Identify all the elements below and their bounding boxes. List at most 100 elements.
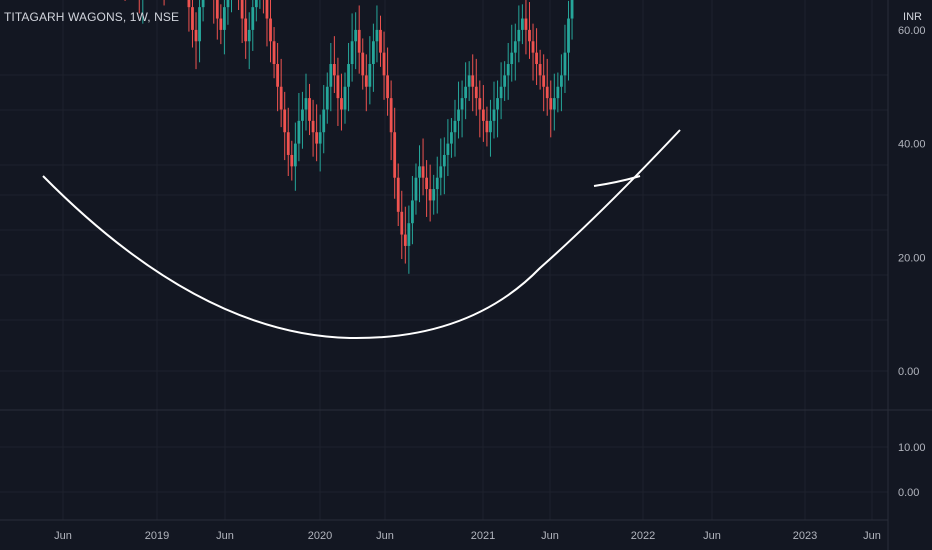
- x-tick-label: Jun: [541, 530, 559, 542]
- candlestick-series: [124, 0, 574, 274]
- candle-body: [340, 98, 343, 110]
- x-tick-label: 2021: [471, 530, 495, 542]
- candle-body: [446, 143, 450, 155]
- candle-body: [492, 109, 496, 121]
- candle-body: [254, 0, 258, 8]
- candle-body: [464, 86, 468, 99]
- currency-label[interactable]: INR: [903, 11, 922, 23]
- candle-body: [315, 132, 319, 144]
- y-tick-label: 40.00: [898, 139, 926, 151]
- candle-body: [194, 29, 198, 42]
- symbol-header[interactable]: TITAGARH WAGONS, 1W, NSE: [4, 10, 180, 24]
- candle-body: [517, 29, 521, 42]
- candle-body: [191, 7, 194, 30]
- candle-body: [240, 0, 244, 19]
- x-tick-label: 2023: [793, 530, 817, 542]
- candle-body: [301, 109, 304, 121]
- candle-body: [439, 166, 443, 178]
- candle-body: [467, 75, 471, 87]
- cup-curve: [42, 129, 681, 340]
- candle-body: [545, 86, 549, 99]
- candle-body: [542, 75, 546, 87]
- candle-body: [563, 52, 567, 76]
- y-tick-label: 20.00: [898, 252, 926, 264]
- candle-body: [499, 86, 503, 99]
- candle-body: [325, 86, 329, 110]
- candle-body: [489, 120, 492, 133]
- candle-body: [375, 29, 379, 42]
- candle-body: [297, 120, 301, 144]
- x-tick-label: Jun: [376, 530, 394, 542]
- x-tick-label: Jun: [703, 530, 721, 542]
- candle-body: [322, 109, 326, 133]
- handle-curve: [593, 175, 641, 187]
- x-tick-label: Jun: [863, 530, 881, 542]
- candle-body: [279, 86, 283, 110]
- candle-body: [471, 75, 475, 87]
- candle-body: [187, 0, 191, 8]
- candle-body: [421, 166, 425, 178]
- y-tick-label: 0.00: [898, 366, 919, 378]
- candle-body: [201, 0, 205, 8]
- candle-body: [251, 7, 255, 30]
- candle-body: [286, 132, 290, 155]
- candle-body: [226, 0, 230, 8]
- candle-body: [371, 41, 375, 65]
- candle-body: [389, 98, 393, 133]
- candle-body: [435, 177, 439, 190]
- x-tick-label: Jun: [54, 530, 72, 542]
- candle-body: [318, 132, 322, 144]
- candle-body: [520, 18, 524, 30]
- candle-body: [425, 177, 429, 190]
- candle-body: [222, 7, 226, 30]
- candle-body: [531, 41, 535, 53]
- x-tick-label: 2022: [631, 530, 655, 542]
- candle-body: [311, 120, 315, 133]
- candle-body: [336, 75, 340, 99]
- candle-body: [308, 98, 311, 121]
- candle-body: [528, 29, 531, 42]
- candle-body: [503, 75, 507, 87]
- candle-body: [481, 109, 485, 121]
- candle-body: [556, 86, 560, 99]
- candle-body: [272, 41, 276, 65]
- candle-body: [290, 154, 294, 167]
- candle-body: [269, 18, 272, 42]
- candle-body: [442, 154, 446, 167]
- candle-body: [265, 0, 269, 19]
- candle-body: [276, 64, 280, 87]
- candle-body: [506, 64, 510, 76]
- candle-body: [396, 177, 400, 212]
- candle-body: [510, 52, 514, 65]
- candle-body: [357, 29, 361, 53]
- y-tick-label: 10.00: [898, 442, 926, 454]
- candle-body: [293, 143, 297, 167]
- candle-body: [450, 132, 453, 144]
- candle-body: [361, 52, 365, 76]
- candle-body: [414, 177, 418, 201]
- candle-body: [460, 98, 464, 110]
- candle-body: [244, 18, 248, 42]
- candle-body: [403, 234, 407, 246]
- candle-body: [400, 211, 404, 235]
- candle-body: [428, 189, 432, 201]
- candle-body: [535, 52, 538, 65]
- candle-body: [407, 223, 411, 246]
- candle-body: [304, 98, 308, 110]
- candle-body: [549, 98, 553, 110]
- candle-body: [329, 64, 333, 87]
- candle-body: [386, 75, 389, 99]
- x-tick-label: Jun: [216, 530, 234, 542]
- candle-body: [379, 29, 382, 53]
- candle-body: [457, 109, 460, 121]
- candle-body: [485, 120, 489, 133]
- candle-body: [496, 98, 499, 110]
- candle-body: [393, 132, 397, 178]
- candle-body: [513, 41, 517, 53]
- candle-body: [347, 64, 350, 87]
- candle-body: [570, 0, 574, 19]
- candle-body: [343, 86, 347, 110]
- y-tick-label: 0.00: [898, 487, 919, 499]
